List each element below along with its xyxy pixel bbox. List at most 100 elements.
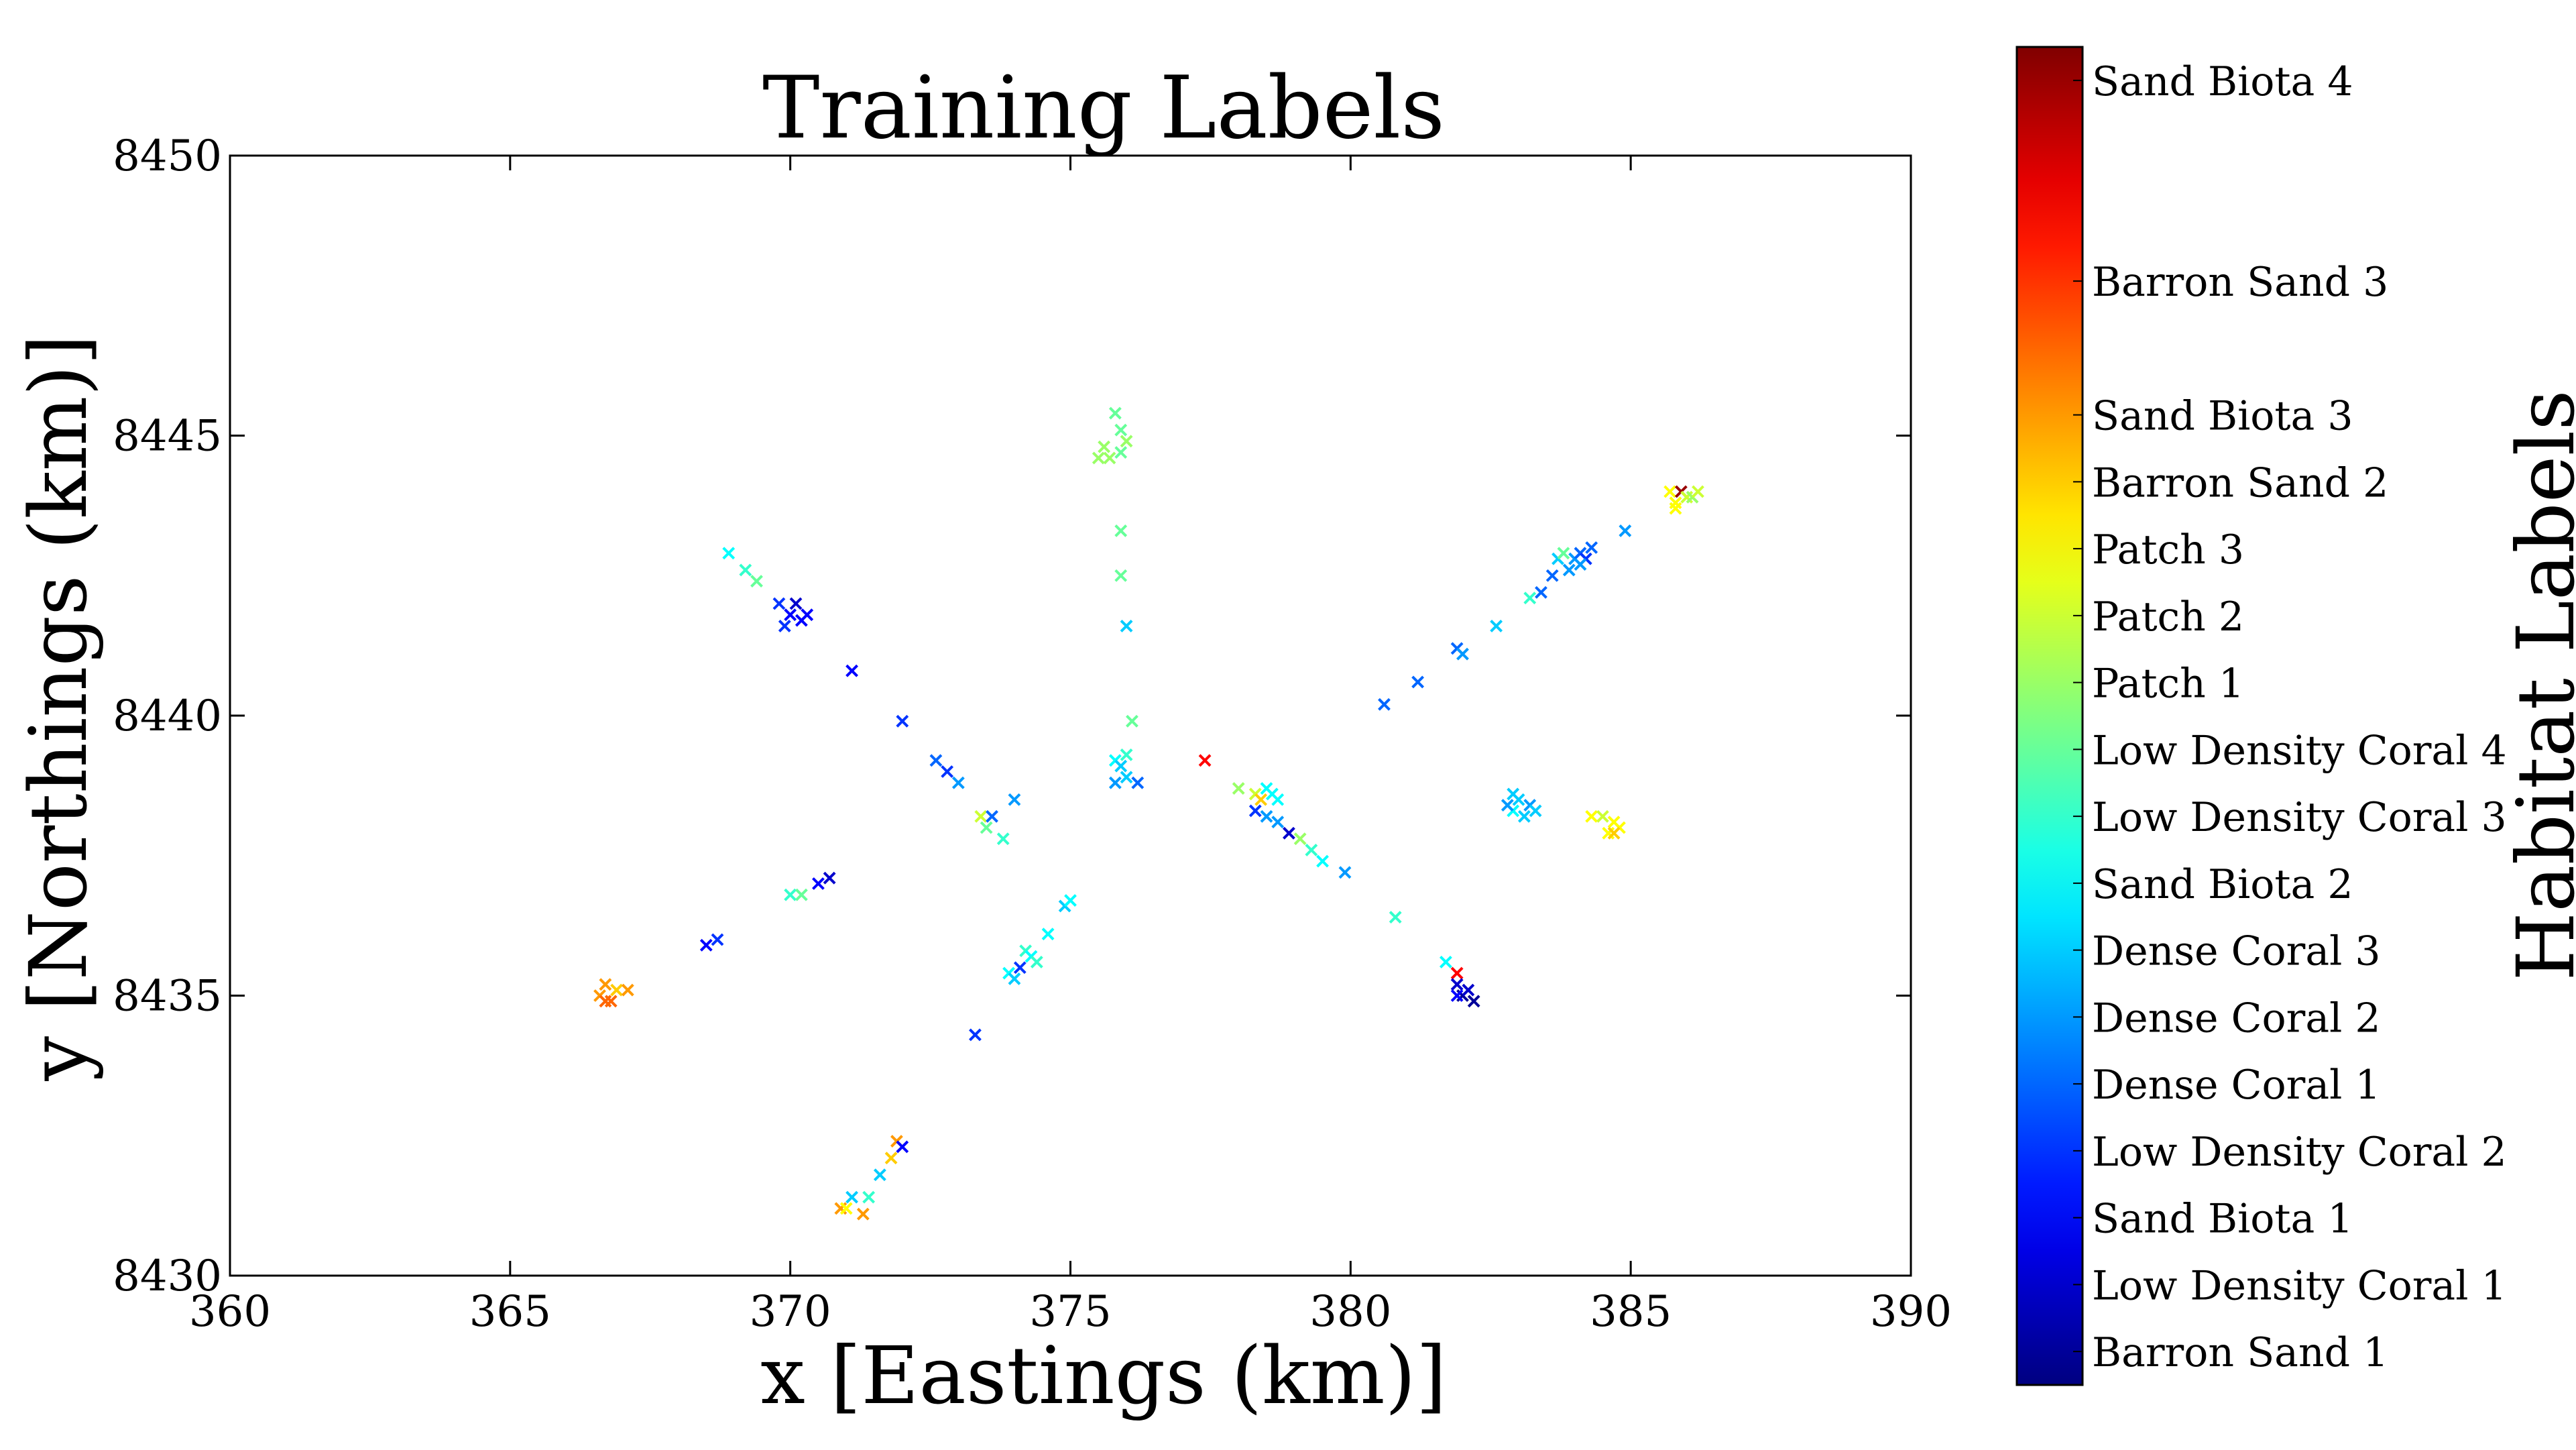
scatter-point <box>722 547 736 560</box>
scatter-point <box>1131 776 1145 789</box>
scatter-point <box>1064 894 1077 907</box>
scatter-point <box>1585 810 1598 823</box>
scatter-point <box>969 1028 982 1042</box>
colorbar-tick-label: Sand Biota 1 <box>2092 1196 2353 1243</box>
scatter-point <box>1456 647 1469 661</box>
scatter-point <box>1198 754 1212 767</box>
scatter-point <box>1108 776 1122 789</box>
scatter-point <box>1232 782 1245 795</box>
scatter-point <box>599 978 612 991</box>
scatter-point <box>711 933 724 946</box>
scatter-point <box>1316 854 1329 868</box>
scatter-point <box>951 776 965 789</box>
scatter-point <box>1490 619 1503 632</box>
colorbar-tick-label: Barron Sand 2 <box>2092 459 2388 506</box>
y-tick-label: 8450 <box>113 131 222 181</box>
scatter-point <box>599 995 612 1008</box>
scatter-point <box>823 871 836 885</box>
scatter-point <box>1378 698 1391 711</box>
colorbar-label: Habitat Labels <box>2500 390 2576 981</box>
colorbar-tick-label: Patch 3 <box>2092 526 2244 573</box>
scatter-point <box>1030 955 1043 968</box>
scatter-point <box>1562 563 1576 577</box>
scatter-point <box>1120 619 1133 632</box>
scatter-point <box>1596 810 1609 823</box>
colorbar-tick-label: Barron Sand 1 <box>2092 1329 2388 1376</box>
scatter-point <box>1013 961 1027 974</box>
scatter-point <box>1108 406 1122 420</box>
colorbar-tick-label: Patch 1 <box>2092 661 2244 708</box>
scatter-point <box>1114 569 1128 582</box>
scatter-point <box>1411 675 1425 689</box>
scatter-point <box>1574 558 1587 571</box>
y-axis: 8430 8435 8440 8445 8450 <box>113 131 1911 1301</box>
scatter-point <box>941 765 954 778</box>
colorbar: Barron Sand 1 Low Density Coral 1 Sand Bio… <box>2015 46 2507 1386</box>
scatter-point <box>1557 547 1570 560</box>
scatter-point <box>699 938 713 952</box>
x-tick-label: 385 <box>1590 1287 1672 1337</box>
scatter-points <box>593 406 1704 1221</box>
scatter-point <box>1535 585 1547 599</box>
x-tick-label: 360 <box>189 1287 271 1337</box>
scatter-point <box>1114 524 1128 537</box>
scatter-point <box>1517 810 1531 823</box>
scatter-point <box>996 832 1010 846</box>
scatter-point <box>1120 771 1133 784</box>
scatter-point <box>1126 714 1138 728</box>
scatter-point <box>1008 793 1021 806</box>
scatter-point <box>1462 983 1475 997</box>
colorbar-tick-label: Patch 2 <box>2092 594 2244 640</box>
scatter-point <box>772 597 786 610</box>
scatter-point <box>778 619 791 632</box>
scatter-point <box>1545 569 1559 582</box>
y-tick-label: 8445 <box>113 412 222 461</box>
scatter-point <box>1439 955 1452 968</box>
colorbar-tick-label: Dense Coral 3 <box>2092 928 2381 975</box>
colorbar-tick-label: Sand Biota 3 <box>2092 393 2353 440</box>
scatter-point <box>986 810 998 823</box>
scatter-point <box>1529 804 1542 818</box>
scatter-point <box>1041 928 1055 941</box>
scatter-point <box>1293 832 1307 846</box>
scatter-point <box>1607 826 1621 840</box>
x-tick-label: 370 <box>750 1287 831 1337</box>
scatter-point <box>610 983 624 997</box>
scatter-point <box>812 877 825 890</box>
scatter-point <box>1120 435 1133 448</box>
scatter-point <box>1008 972 1021 985</box>
scatter-point <box>789 597 803 610</box>
colorbar-gradient <box>2017 47 2083 1385</box>
scatter-point <box>896 1140 909 1154</box>
scatter-point <box>856 1207 870 1221</box>
scatter-point <box>621 983 634 997</box>
scatter-point <box>784 888 797 901</box>
scatter-point <box>1114 423 1128 437</box>
scatter-point <box>1305 843 1318 856</box>
scatter-point <box>1450 978 1464 991</box>
scatter-point <box>1248 804 1262 818</box>
scatter-point <box>1092 451 1105 465</box>
scatter-point <box>845 1190 859 1204</box>
y-tick-label: 8430 <box>113 1251 222 1301</box>
scatter-point <box>1523 592 1537 605</box>
colorbar-frame <box>2015 46 2084 1386</box>
scatter-point <box>1254 793 1268 806</box>
scatter-point <box>1585 541 1598 554</box>
scatter-point <box>1389 911 1402 924</box>
scatter-point <box>1338 866 1352 879</box>
scatter-point <box>1512 793 1525 806</box>
colorbar-tick-label: Low Density Coral 1 <box>2092 1262 2507 1309</box>
scatter-point <box>1271 793 1285 806</box>
scatter-point <box>801 608 814 622</box>
x-tick-label: 375 <box>1029 1287 1111 1337</box>
scatter-point <box>1619 524 1632 537</box>
x-axis: 360 365 370 375 380 385 390 <box>189 156 1952 1337</box>
x-tick-label: 365 <box>469 1287 551 1337</box>
colorbar-tick-label: Barron Sand 3 <box>2092 259 2388 306</box>
colorbar-tick-label: Sand Biota 4 <box>2092 58 2353 105</box>
scatter-point <box>795 888 808 901</box>
colorbar-tick-label: Dense Coral 2 <box>2092 995 2381 1042</box>
